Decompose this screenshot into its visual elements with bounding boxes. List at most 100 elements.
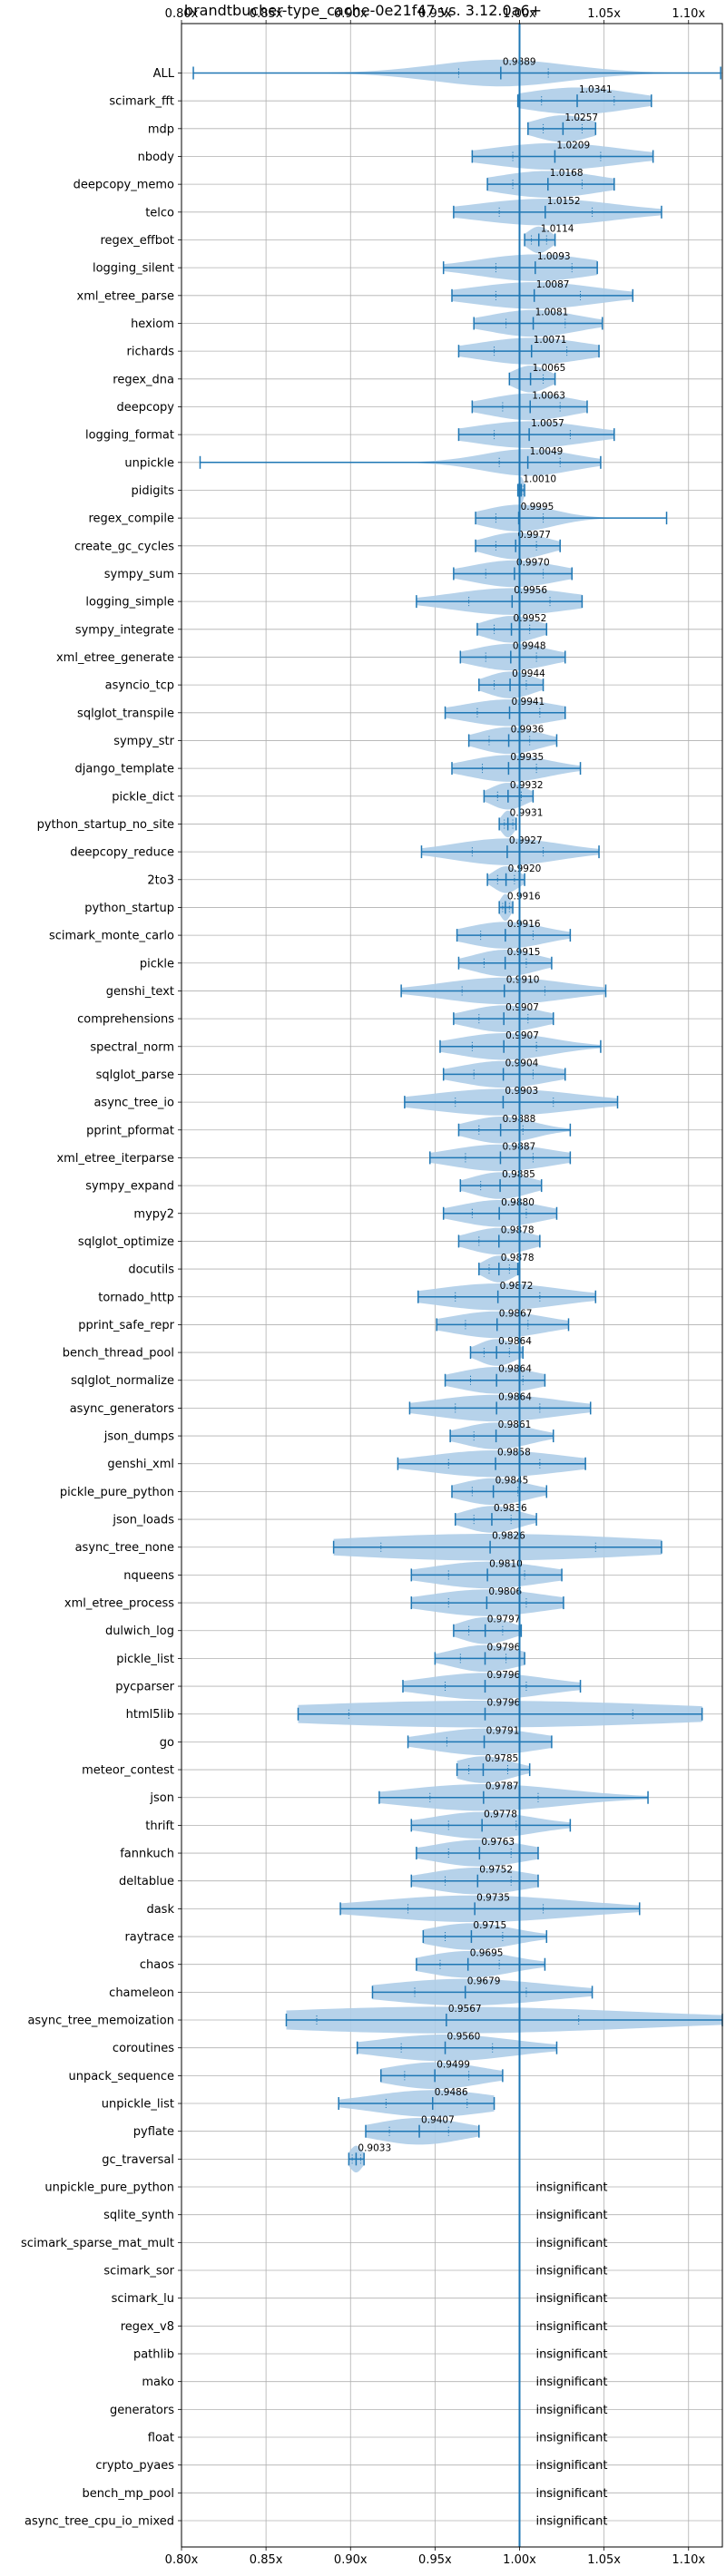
benchmark-label: pprint_pformat — [86, 1124, 174, 1137]
benchmark-label: pathlib — [133, 2348, 174, 2362]
mean-value-label: 0.9806 — [488, 1586, 522, 1597]
mean-value-label: 0.9715 — [473, 1920, 506, 1931]
benchmark-label: xml_etree_generate — [56, 651, 174, 665]
benchmark-label: mdp — [148, 122, 174, 136]
mean-value-label: 1.0257 — [564, 112, 598, 123]
mean-value-label: 1.0341 — [579, 84, 613, 95]
benchmark-label: xml_etree_iterparse — [56, 1152, 174, 1166]
benchmark-label: sqlglot_optimize — [78, 1235, 174, 1249]
benchmark-label: unpickle_pure_python — [44, 2181, 174, 2195]
benchmark-label: logging_format — [85, 429, 174, 443]
mean-value-label: 0.9695 — [470, 1948, 504, 1959]
chart-title: brandtbucher-type_cache-0e21f47 vs. 3.12… — [184, 2, 542, 20]
benchmark-label: bench_thread_pool — [63, 1347, 174, 1361]
benchmark-label: fannkuch — [120, 1848, 174, 1861]
benchmark-label: genshi_text — [106, 985, 174, 999]
benchmark-label: logging_simple — [85, 596, 174, 610]
benchmark-label: unpack_sequence — [68, 2070, 174, 2083]
mean-value-label: 0.9872 — [500, 1281, 534, 1292]
mean-value-label: 0.9796 — [487, 1642, 521, 1653]
mean-value-label: 1.0114 — [541, 223, 574, 234]
benchmark-label: scimark_monte_carlo — [49, 930, 174, 943]
benchmark-label: dulwich_log — [105, 1625, 174, 1638]
top-tick-label: 0.90x — [334, 7, 368, 21]
benchmark-label: html5lib — [126, 1708, 174, 1722]
mean-value-label: 0.9735 — [476, 1892, 510, 1903]
mean-value-label: 0.9944 — [512, 668, 545, 679]
benchmark-label: pycparser — [115, 1681, 174, 1694]
mean-value-label: 1.0063 — [532, 390, 565, 401]
top-tick-label: 1.05x — [587, 7, 621, 21]
benchmark-label: async_tree_memoization — [27, 2015, 174, 2028]
mean-value-label: 1.0093 — [537, 251, 571, 262]
benchmark-label: pprint_safe_repr — [78, 1319, 174, 1332]
top-tick-label: 0.85x — [250, 7, 283, 21]
benchmark-label: telco — [145, 206, 174, 220]
benchmark-label: sympy_str — [113, 735, 174, 748]
benchmark-label: scimark_lu — [112, 2292, 174, 2306]
benchmark-label: gc_traversal — [102, 2153, 174, 2167]
mean-value-label: 0.9907 — [505, 1030, 539, 1041]
benchmark-label: pidigits — [132, 484, 175, 498]
mean-value-label: 0.9920 — [508, 864, 542, 874]
mean-value-label: 0.9878 — [501, 1253, 535, 1264]
insignificant-label: insignificant — [536, 2459, 608, 2473]
mean-value-label: 1.0010 — [523, 473, 556, 484]
benchmark-label: sqlglot_normalize — [71, 1374, 174, 1388]
insignificant-label: insignificant — [536, 2376, 608, 2389]
insignificant-label: insignificant — [536, 2515, 608, 2529]
mean-value-label: 0.9931 — [510, 807, 544, 818]
vertical-gridlines — [181, 24, 690, 2547]
insignificant-label: insignificant — [536, 2292, 608, 2306]
benchmark-label: hexiom — [131, 317, 174, 331]
benchmark-label: mypy2 — [133, 1207, 174, 1221]
mean-value-label: 0.9932 — [510, 780, 544, 791]
benchmark-label: unpickle_list — [102, 2098, 174, 2112]
benchmark-label: bench_mp_pool — [82, 2487, 174, 2501]
mean-value-label: 0.9826 — [492, 1531, 525, 1542]
mean-value-label: 1.0152 — [547, 196, 581, 207]
mean-value-label: 0.9864 — [498, 1336, 532, 1347]
benchmark-label: python_startup_no_site — [37, 818, 174, 832]
benchmark-label: async_generators — [70, 1402, 175, 1416]
mean-value-label: 0.9861 — [498, 1420, 532, 1430]
mean-value-label: 0.9791 — [486, 1725, 520, 1736]
mean-value-label: 1.0065 — [533, 363, 566, 374]
benchmark-label: thrift — [145, 1820, 174, 1833]
plot-frame — [181, 23, 723, 2548]
benchmark-label: sqlite_synth — [103, 2209, 174, 2222]
bottom-tick-label: 0.95x — [418, 2553, 452, 2567]
mean-value-label: 0.9033 — [358, 2142, 391, 2153]
benchmark-label: nbody — [138, 151, 175, 164]
insignificant-label: insignificant — [536, 2320, 608, 2334]
benchmark-label: meteor_contest — [82, 1764, 174, 1778]
mean-value-label: 0.9952 — [514, 613, 547, 624]
benchmark-label: async_tree_io — [93, 1097, 174, 1110]
mean-value-label: 0.9836 — [494, 1503, 527, 1514]
mean-value-label: 0.9880 — [501, 1197, 535, 1208]
mean-value-label: 0.9486 — [435, 2087, 468, 2098]
mean-value-label: 1.0081 — [535, 307, 569, 317]
mean-value-label: 0.9763 — [481, 1837, 515, 1848]
insignificant-label: insignificant — [536, 2404, 608, 2417]
mean-value-label: 0.9787 — [486, 1781, 519, 1792]
mean-value-label: 0.9796 — [487, 1698, 521, 1709]
benchmark-label: 2to3 — [147, 873, 174, 887]
mean-value-label: 0.9941 — [512, 697, 545, 707]
benchmark-label: pickle — [140, 957, 174, 971]
benchmark-label: sympy_integrate — [75, 623, 174, 637]
benchmark-label: float — [148, 2432, 174, 2445]
insignificant-label: insignificant — [536, 2432, 608, 2445]
benchmark-label: genshi_xml — [107, 1458, 174, 1471]
benchmark-label: sqlglot_transpile — [77, 707, 174, 720]
benchmark-label: regex_dna — [113, 373, 174, 386]
mean-value-label: 0.9796 — [487, 1670, 521, 1681]
benchmark-label: regex_v8 — [121, 2320, 174, 2334]
benchmark-label: logging_silent — [93, 262, 174, 276]
benchmark-label: scimark_fft — [109, 95, 174, 109]
mean-value-label: 0.9797 — [487, 1615, 521, 1625]
top-tick-label: 1.10x — [672, 7, 705, 21]
benchmark-label: sympy_sum — [104, 568, 174, 581]
